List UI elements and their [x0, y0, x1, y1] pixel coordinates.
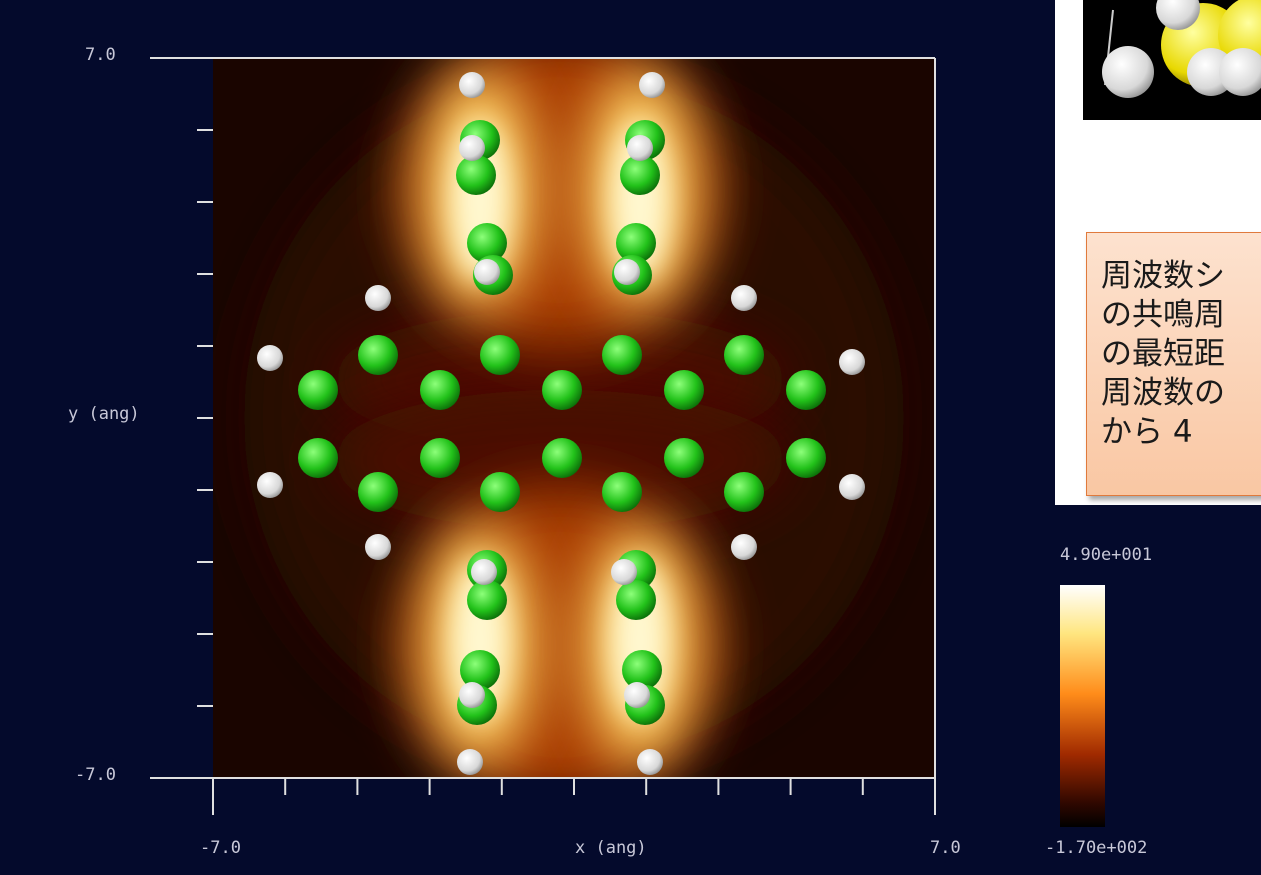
carbon-atom [480, 335, 520, 375]
hydrogen-atom [257, 472, 283, 498]
axes [150, 57, 936, 815]
carbon-atom [298, 370, 338, 410]
carbon-atom [467, 580, 507, 620]
hydrogen-atom [457, 749, 483, 775]
carbon-atom [456, 155, 496, 195]
hydrogen-atom [839, 474, 865, 500]
carbon-atom [298, 438, 338, 478]
carbon-atom [480, 472, 520, 512]
carbon-atom [622, 650, 662, 690]
carbon-atom [602, 335, 642, 375]
carbon-atom [664, 438, 704, 478]
carbon-atom [786, 438, 826, 478]
carbon-atom [602, 472, 642, 512]
x-min-label: -7.0 [200, 838, 241, 858]
callout-line: 周波数シ [1101, 258, 1225, 294]
carbon-atom [724, 472, 764, 512]
hydrogen-atom [731, 285, 757, 311]
hydrogen-atom [471, 559, 497, 585]
hydrogen-atom [637, 749, 663, 775]
carbon-atom [616, 223, 656, 263]
colorbar-min-label: -1.70e+002 [1045, 838, 1147, 858]
carbon-atom [664, 370, 704, 410]
hydrogen-atom [459, 682, 485, 708]
hydrogen-atom [365, 534, 391, 560]
carbon-atom [467, 223, 507, 263]
ticks [197, 129, 936, 795]
molecule-3d [1102, 0, 1261, 98]
carbon-atom [358, 472, 398, 512]
callout-line: 周波数の [1101, 375, 1225, 411]
hydrogen-atom [839, 349, 865, 375]
molecule [257, 72, 865, 775]
carbon-atom [616, 580, 656, 620]
hydrogen-atom [731, 534, 757, 560]
y-max-label: 7.0 [85, 45, 116, 65]
molecule-image [1083, 0, 1261, 120]
hydrogen-atom [614, 259, 640, 285]
callout: 周波数シ の共鳴周 の最短距 周波数の から 4 [1086, 232, 1261, 496]
carbon-atom [460, 650, 500, 690]
carbon-atom [786, 370, 826, 410]
hydrogen-atom [257, 345, 283, 371]
callout-line: から 4 [1101, 414, 1193, 450]
carbon-atom [542, 438, 582, 478]
hydrogen-atom [624, 682, 650, 708]
y-min-label: -7.0 [75, 765, 116, 785]
colorbar [1060, 585, 1105, 827]
callout-line: の共鳴周 [1101, 297, 1225, 333]
carbon-atom [620, 155, 660, 195]
hydrogen-atom [611, 559, 637, 585]
carbon-atom [420, 370, 460, 410]
carbon-atom [358, 335, 398, 375]
hydrogen-atom [639, 72, 665, 98]
carbon-atom [420, 438, 460, 478]
hydrogen-atom [474, 259, 500, 285]
hydrogen-atom [627, 135, 653, 161]
y-axis-label: y (ang) [68, 404, 140, 424]
carbon-atom [542, 370, 582, 410]
x-max-label: 7.0 [930, 838, 961, 858]
x-axis-label: x (ang) [575, 838, 647, 858]
heatmap [213, 58, 935, 778]
carbon-atom [724, 335, 764, 375]
colorbar-max-label: 4.90e+001 [1060, 545, 1152, 565]
hydrogen-atom [365, 285, 391, 311]
hydrogen-atom [459, 72, 485, 98]
callout-line: の最短距 [1101, 336, 1225, 372]
hydrogen-atom [459, 135, 485, 161]
